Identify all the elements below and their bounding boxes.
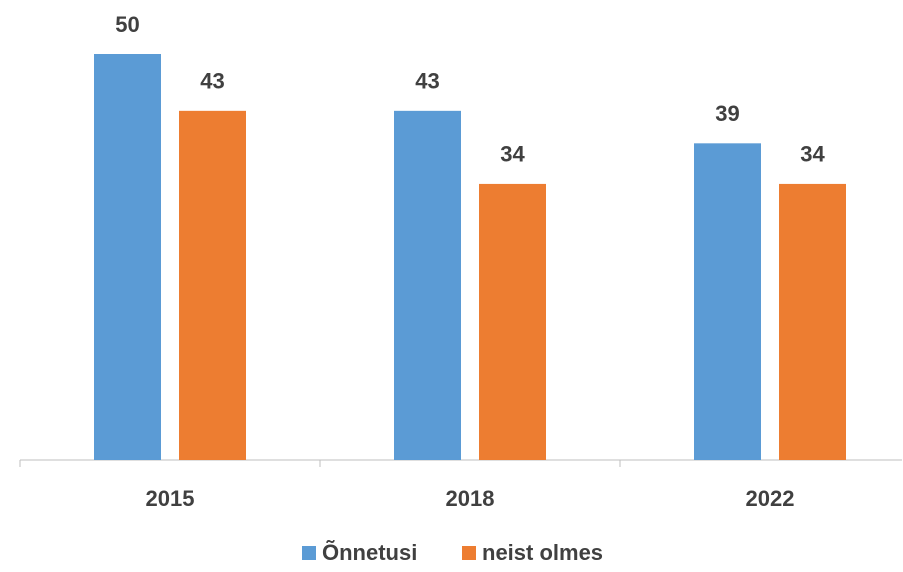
- legend-swatch: [302, 546, 316, 560]
- bar: [179, 110, 246, 460]
- bar: [779, 183, 846, 461]
- data-label: 43: [415, 69, 439, 94]
- data-label: 39: [715, 101, 739, 126]
- legend-label: neist olmes: [482, 540, 603, 565]
- x-tick-label: 2022: [746, 486, 795, 511]
- bar: [94, 54, 161, 460]
- data-label: 50: [115, 12, 139, 37]
- bar: [694, 143, 761, 460]
- bar: [394, 110, 461, 460]
- bar: [479, 183, 546, 461]
- data-label: 43: [200, 69, 224, 94]
- x-tick-label: 2015: [146, 486, 195, 511]
- legend-swatch: [462, 546, 476, 560]
- legend-label: Õnnetusi: [322, 540, 417, 565]
- data-label: 34: [800, 142, 825, 167]
- x-tick-label: 2018: [446, 486, 495, 511]
- data-label: 34: [500, 142, 525, 167]
